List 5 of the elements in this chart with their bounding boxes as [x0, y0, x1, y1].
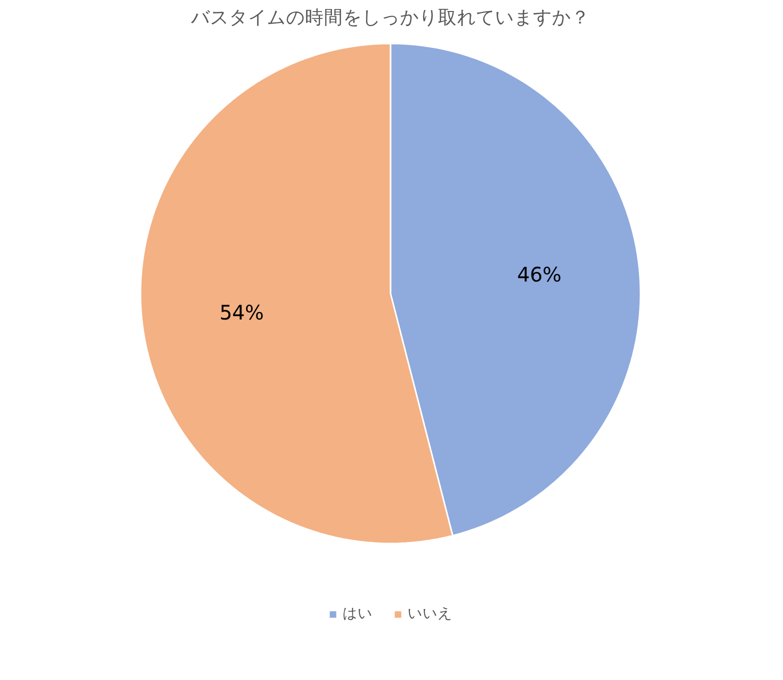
data-label: 54% — [219, 300, 264, 324]
legend-label: いいえ — [408, 604, 452, 623]
chart-title: バスタイムの時間をしっかり取れていますか？ — [190, 8, 590, 28]
data-label: 46% — [517, 262, 562, 287]
legend-label: はい — [342, 604, 372, 623]
